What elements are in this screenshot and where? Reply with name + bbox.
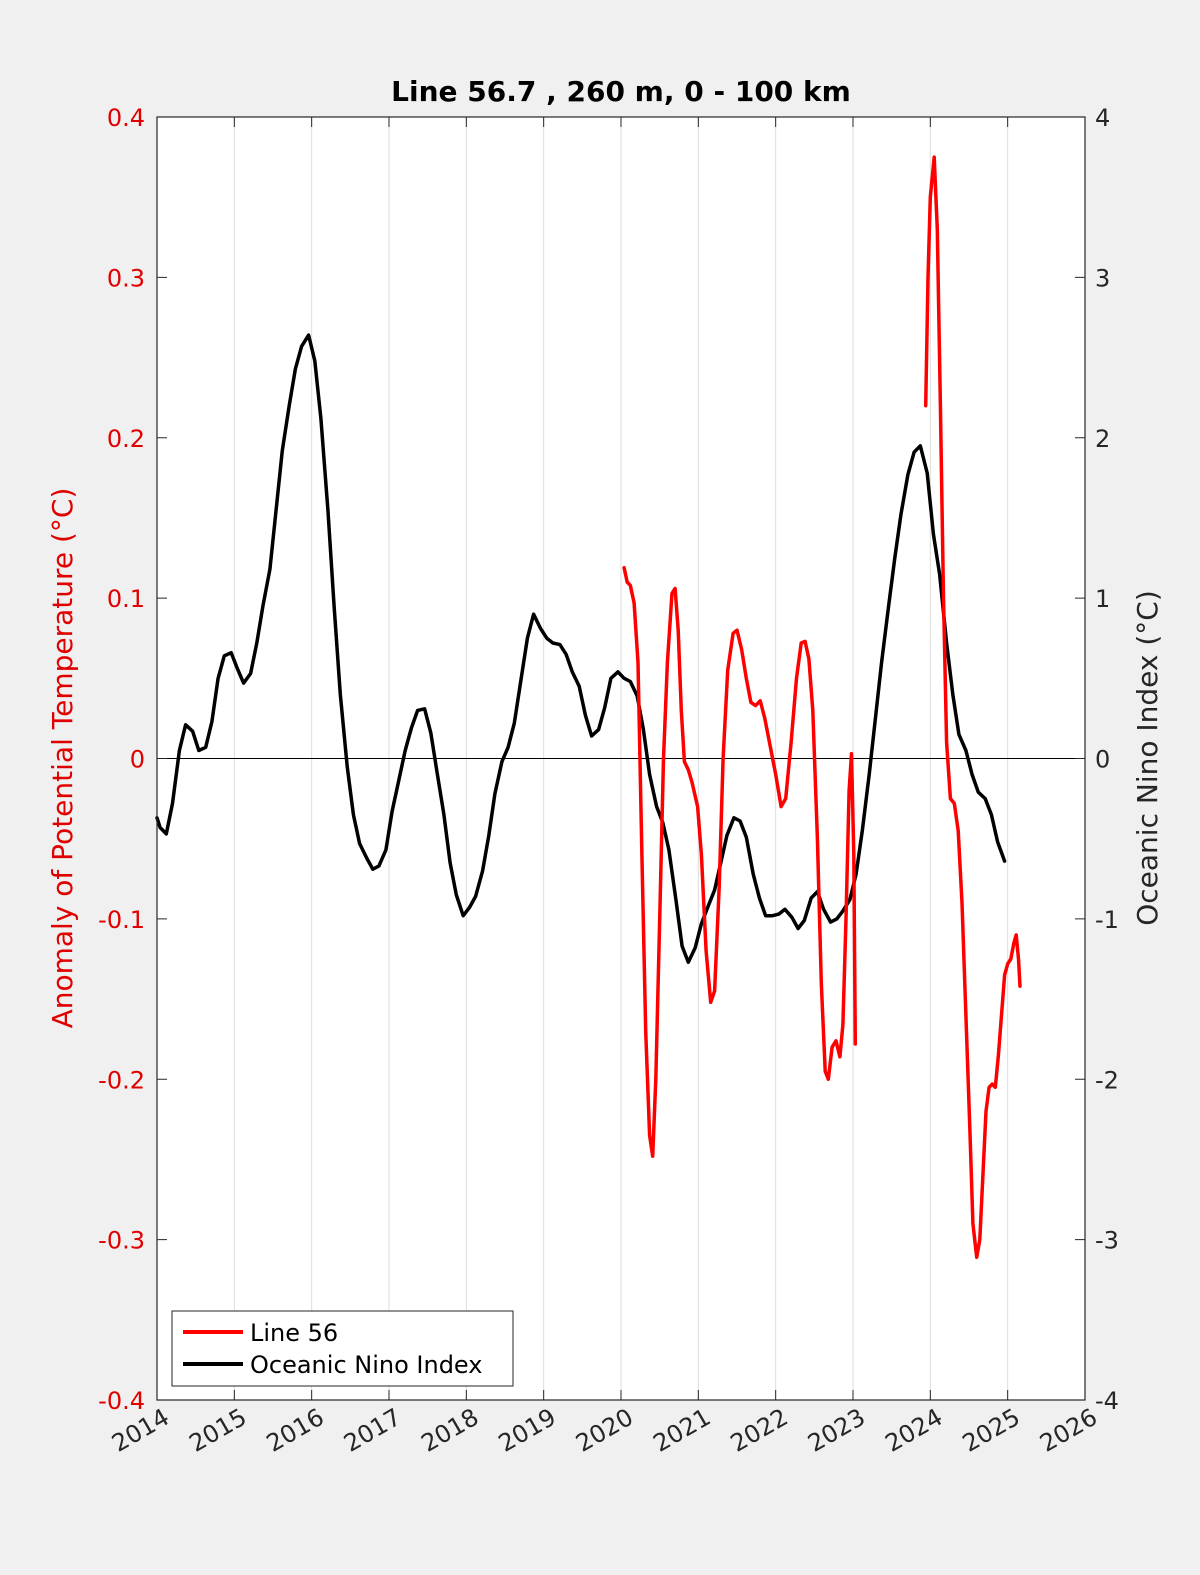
legend-label-oni: Oceanic Nino Index: [250, 1351, 482, 1379]
y-right-tick-label: 3: [1095, 264, 1110, 292]
y-left-tick-label: 0.2: [107, 425, 145, 453]
y-right-tick-label: 2: [1095, 425, 1110, 453]
y-left-tick-label: 0: [130, 746, 145, 774]
axis-ticks: [156, 116, 1086, 1401]
y-right-tick-label: 4: [1095, 104, 1110, 132]
series-layer: [155, 155, 1022, 1260]
legend: Line 56 Oceanic Nino Index: [171, 1310, 514, 1387]
y-left-tick-label: 0.4: [107, 104, 145, 132]
y-axis-right-label: Oceanic Nino Index (°C): [1131, 590, 1164, 926]
y-axis-left-label: Anomaly of Potential Temperature (°C): [46, 488, 79, 1029]
y-left-tick-label: 0.1: [107, 585, 145, 613]
y-left-tick-label: -0.3: [98, 1227, 145, 1255]
legend-label-line56: Line 56: [250, 1319, 338, 1347]
y-left-tick-label: -0.4: [98, 1387, 145, 1415]
y-right-tick-label: 1: [1095, 585, 1110, 613]
y-right-tick-label: -4: [1095, 1387, 1119, 1415]
chart-title: Line 56.7 , 260 m, 0 - 100 km: [391, 75, 851, 108]
y-right-tick-label: -2: [1095, 1066, 1119, 1094]
y-right-tick-label: -3: [1095, 1227, 1119, 1255]
y-left-tick-label: 0.3: [107, 264, 145, 292]
series-line-oceanic-nino-index: [155, 333, 1007, 964]
legend-box: [171, 1310, 514, 1387]
y-left-tick-label: -0.2: [98, 1066, 145, 1094]
series-line-line-56: [622, 565, 858, 1158]
y-right-tick-label: 0: [1095, 746, 1110, 774]
y-right-tick-label: -1: [1095, 906, 1119, 934]
axis-tick-labels: 2014 2015 2016 2017 2018 2019 2020 2021 2022 2023…: [98, 104, 1119, 1458]
y-left-tick-label: -0.1: [98, 906, 145, 934]
series-line-line-56: [923, 155, 1022, 1260]
